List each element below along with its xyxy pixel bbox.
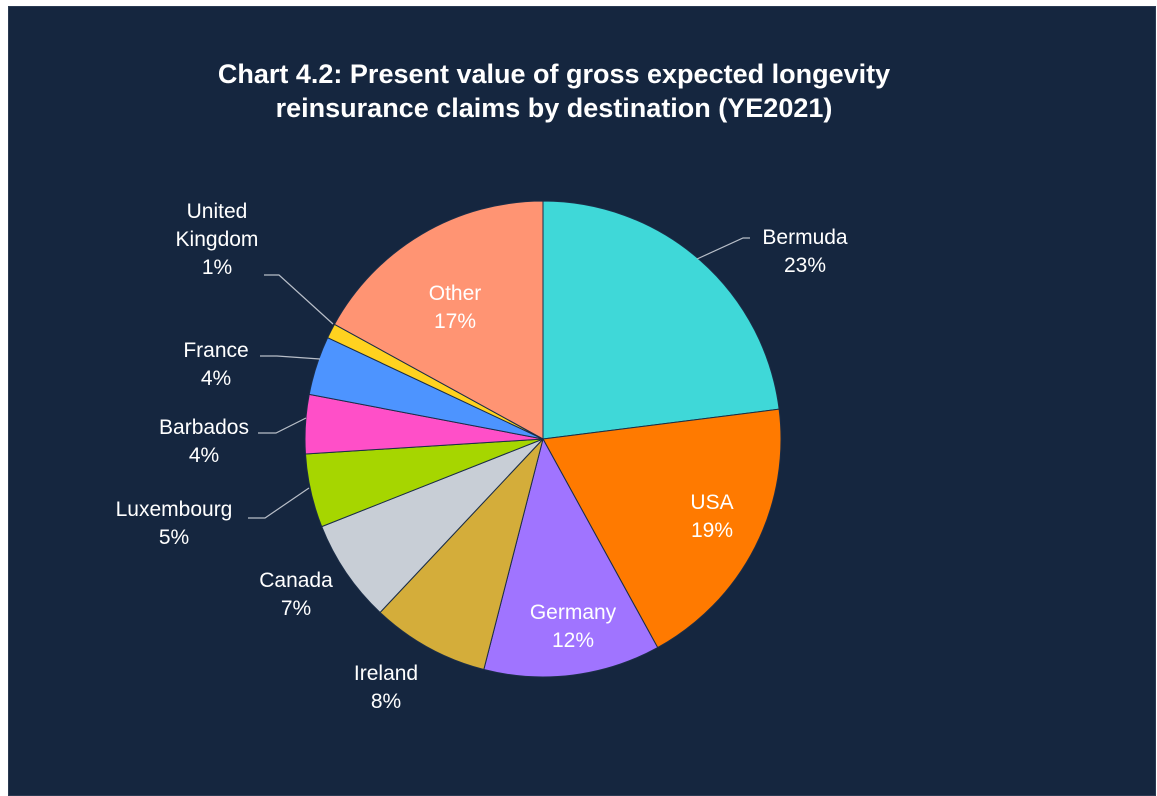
pie-slice-ireland (379, 438, 544, 671)
leader-line-barbados (258, 417, 307, 434)
leader-line-bermuda (696, 237, 750, 260)
data-label-germany: Germany 12% (530, 601, 617, 652)
data-label-canada: Canada 7% (259, 569, 333, 620)
pie-slice-bermuda (542, 200, 780, 440)
pie-slice-germany (483, 437, 659, 678)
data-label-ireland: Ireland 8% (354, 662, 418, 713)
chart-title: Chart 4.2: Present value of gross expect… (129, 57, 979, 125)
chart-title-line-2: reinsurance claims by destination (YE202… (275, 93, 833, 123)
pie-slice-canada (321, 438, 544, 614)
data-label-france: France 4% (183, 339, 248, 390)
data-label-other: Other 17% (429, 282, 482, 333)
data-label-usa: USA 19% (690, 491, 733, 542)
pie-slice-usa (542, 408, 782, 649)
pie-slice-other (333, 200, 544, 440)
data-label-united-kingdom: United Kingdom 1% (176, 200, 259, 279)
data-label-barbados: Barbados 4% (159, 416, 249, 467)
leader-line-france (260, 355, 321, 360)
chart-title-line-1: Chart 4.2: Present value of gross expect… (217, 59, 891, 89)
data-label-luxembourg: Luxembourg 5% (116, 498, 233, 549)
leader-line-united-kingdom (264, 274, 334, 325)
data-label-bermuda: Bermuda 23% (762, 226, 848, 277)
leader-line-luxembourg (248, 487, 310, 519)
